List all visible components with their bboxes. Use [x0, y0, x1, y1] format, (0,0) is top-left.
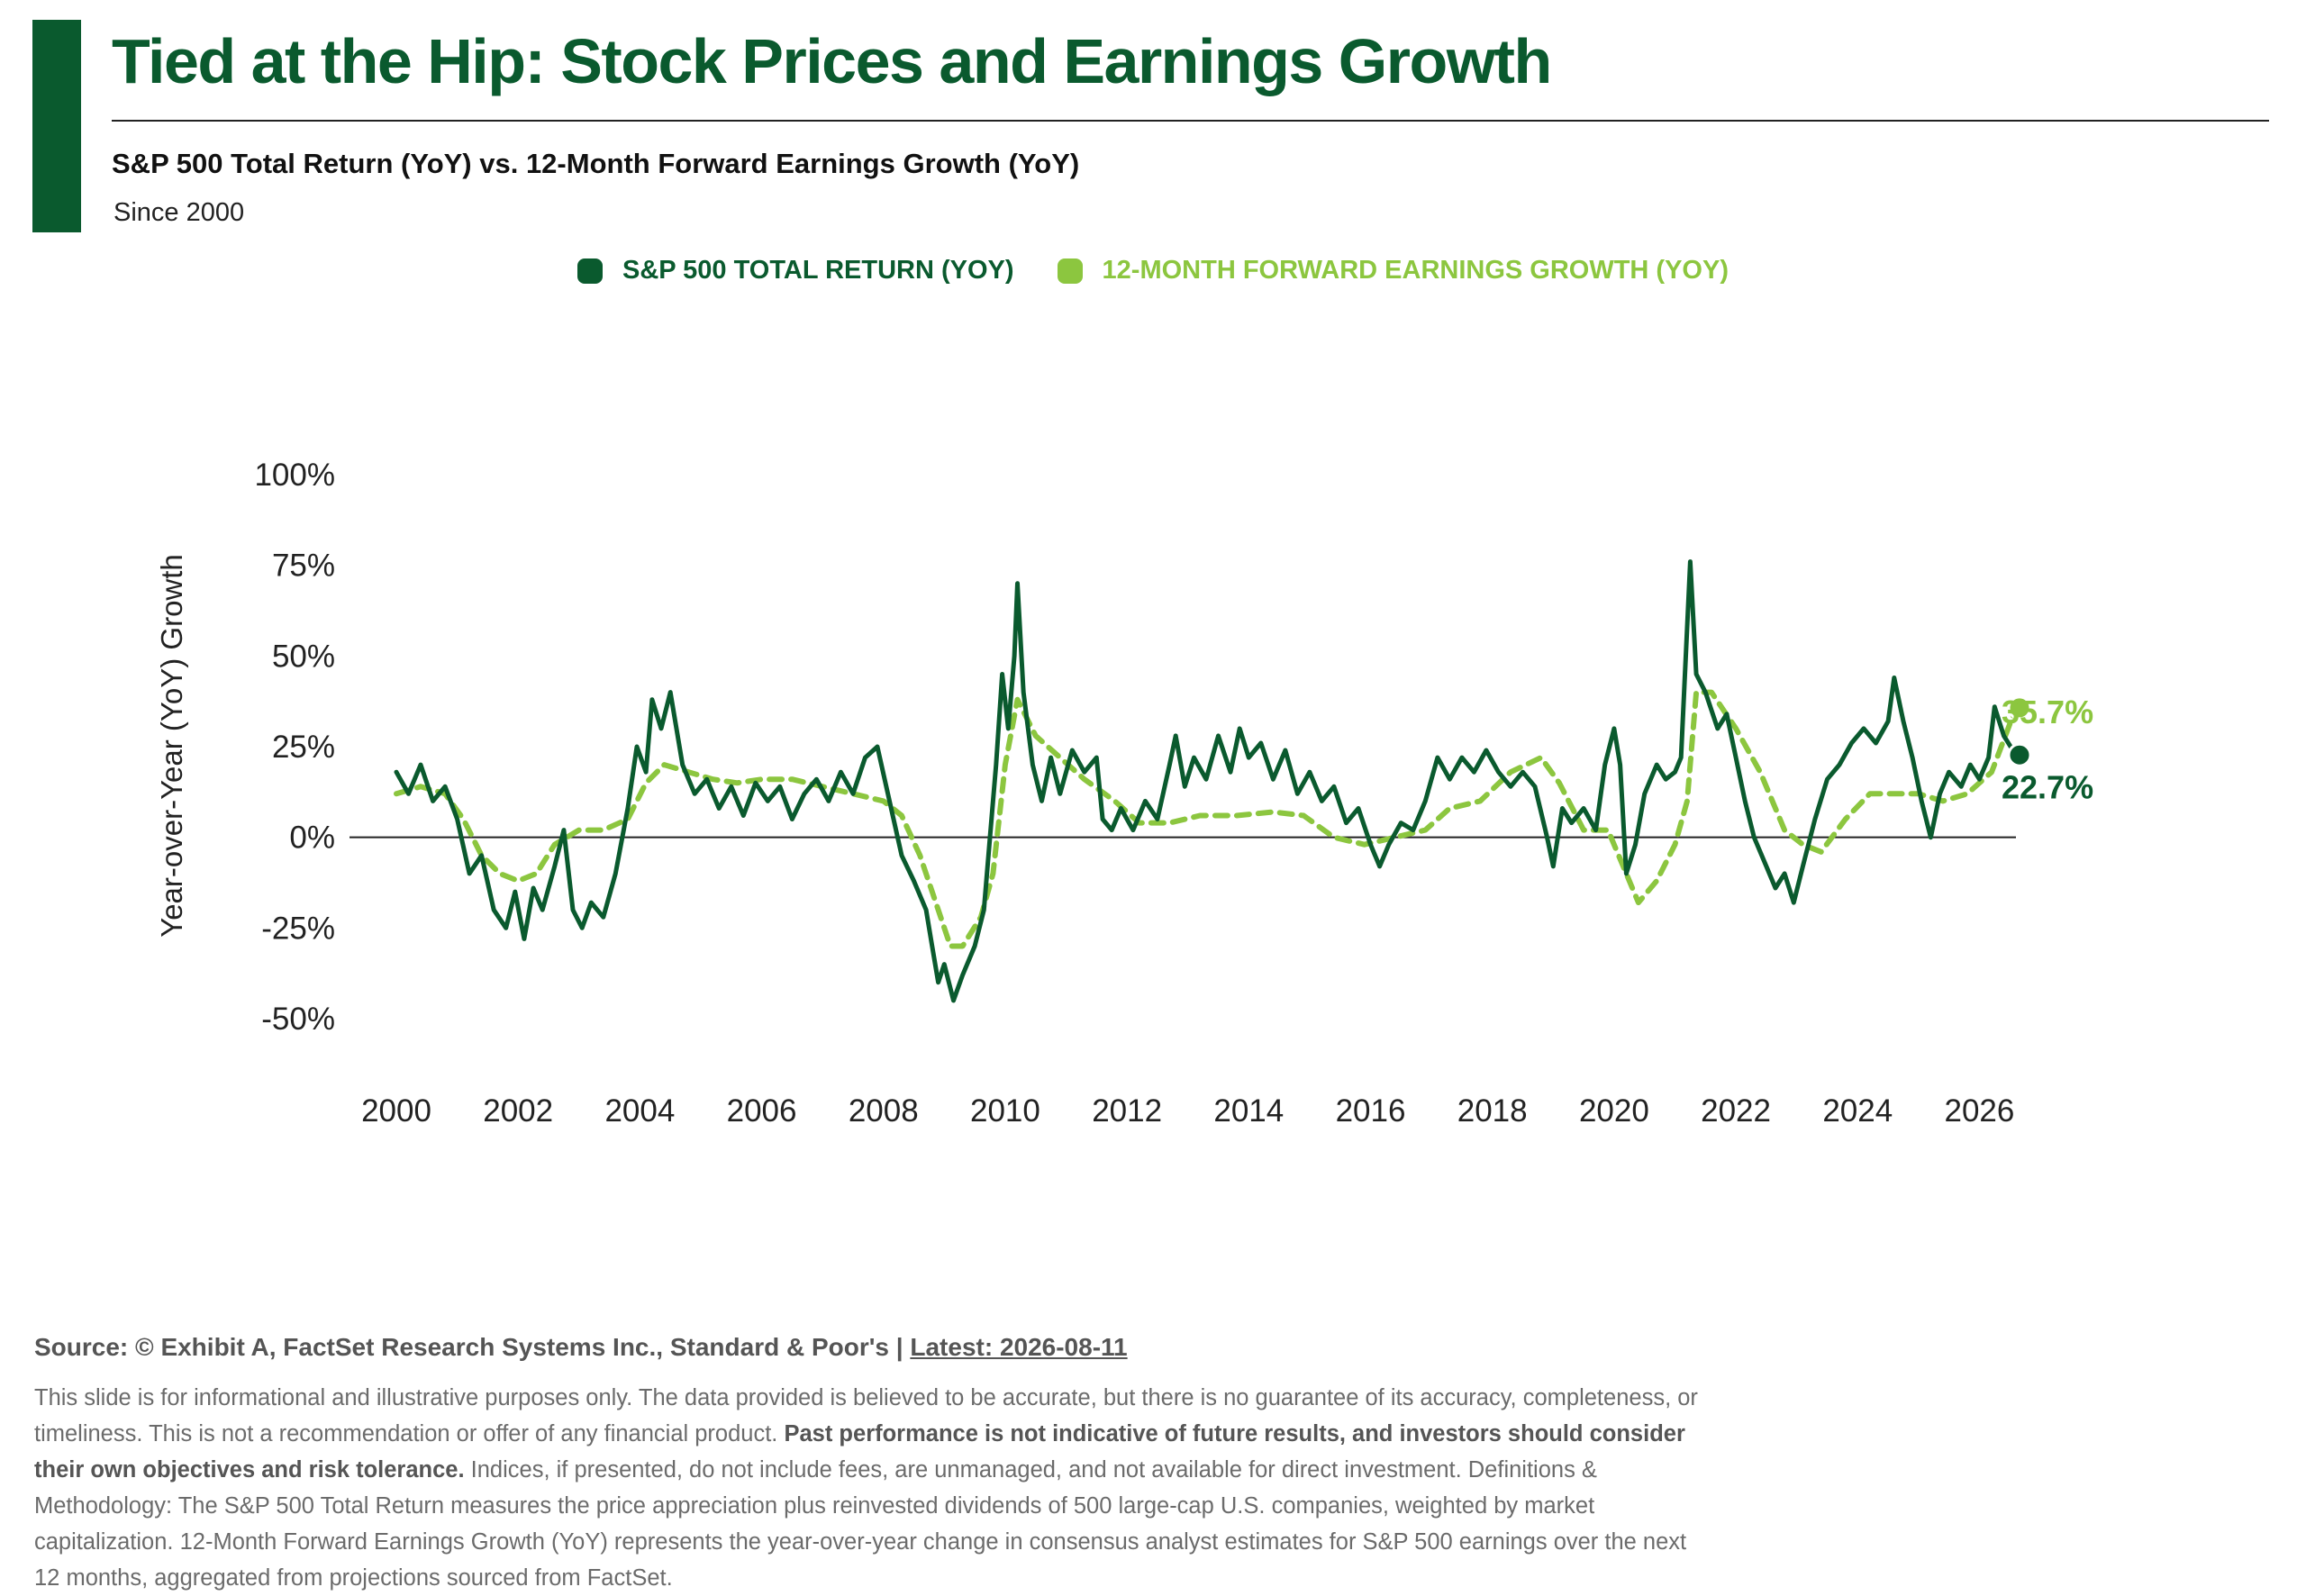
- y-tick-label: 50%: [272, 639, 335, 674]
- x-tick-label: 2018: [1457, 1093, 1528, 1129]
- x-tick-label: 2012: [1092, 1093, 1162, 1129]
- end-marker-sp500: [2007, 742, 2032, 767]
- x-tick-label: 2024: [1822, 1093, 1893, 1129]
- end-label-earnings: 35.7%: [2002, 694, 2093, 730]
- y-tick-label: 100%: [254, 458, 335, 493]
- x-tick-label: 2014: [1213, 1093, 1284, 1129]
- disclaimer-bold: Past performance is not indicative of fu…: [34, 1421, 1685, 1483]
- legend-item-earnings: 12-MONTH FORWARD EARNINGS GROWTH (YOY): [1057, 256, 1729, 286]
- x-tick-label: 2022: [1701, 1093, 1771, 1129]
- title-divider: [112, 120, 2269, 122]
- line-chart: -50% -25% 0% 25% 50% 75% 100% 2000 2002 2004 2006 2…: [155, 458, 2093, 1129]
- x-tick-label: 2016: [1336, 1093, 1406, 1129]
- y-tick-label: 75%: [272, 549, 335, 584]
- latest-date: Latest: 2026-08-11: [910, 1333, 1128, 1361]
- x-tick-label: 2000: [361, 1093, 431, 1129]
- source-line: Source: © Exhibit A, FactSet Research Sy…: [34, 1333, 1128, 1362]
- x-tick-label: 2004: [604, 1093, 675, 1129]
- legend-label-earnings: 12-MONTH FORWARD EARNINGS GROWTH (YOY): [1102, 256, 1729, 285]
- page-title: Tied at the Hip: Stock Prices and Earnin…: [112, 26, 1552, 96]
- disclaimer-text-2: Indices, if presented, do not include fe…: [34, 1457, 1687, 1591]
- y-tick-label: 0%: [289, 821, 335, 856]
- end-marker-earnings: [2007, 695, 2032, 721]
- x-tick-label: 2008: [849, 1093, 919, 1129]
- legend-swatch-earnings: [1057, 258, 1083, 284]
- legend-swatch-sp500: [576, 258, 603, 284]
- x-tick-label: 2020: [1579, 1093, 1649, 1129]
- x-tick-label: 2006: [727, 1093, 797, 1129]
- x-tick-label: 2026: [1945, 1093, 2015, 1129]
- y-tick-label: -25%: [261, 911, 335, 946]
- x-tick-label: 2010: [970, 1093, 1040, 1129]
- end-label-sp500: 22.7%: [2002, 768, 2093, 805]
- since-label: Since 2000: [113, 198, 245, 227]
- source-text: Source: © Exhibit A, FactSet Research Sy…: [34, 1333, 911, 1361]
- disclaimer-text-1: This slide is for informational and illu…: [34, 1385, 1698, 1446]
- y-axis-title: Year-over-Year (YoY) Growth: [155, 554, 188, 938]
- legend-label-sp500: S&P 500 TOTAL RETURN (YOY): [622, 256, 1014, 285]
- x-tick-label: 2002: [483, 1093, 553, 1129]
- chart-legend: S&P 500 TOTAL RETURN (YOY) 12-MONTH FORW…: [0, 256, 2306, 286]
- series-line-sp500: [394, 559, 2019, 1003]
- legend-item-sp500: S&P 500 TOTAL RETURN (YOY): [576, 256, 1014, 286]
- disclaimer: This slide is for informational and illu…: [34, 1380, 1710, 1596]
- series-line-earnings: [394, 689, 2019, 949]
- y-tick-label: 25%: [272, 730, 335, 765]
- y-tick-label: -50%: [261, 1002, 335, 1037]
- accent-bar: [32, 20, 81, 232]
- chart-subtitle: S&P 500 Total Return (YoY) vs. 12-Month …: [112, 148, 1080, 179]
